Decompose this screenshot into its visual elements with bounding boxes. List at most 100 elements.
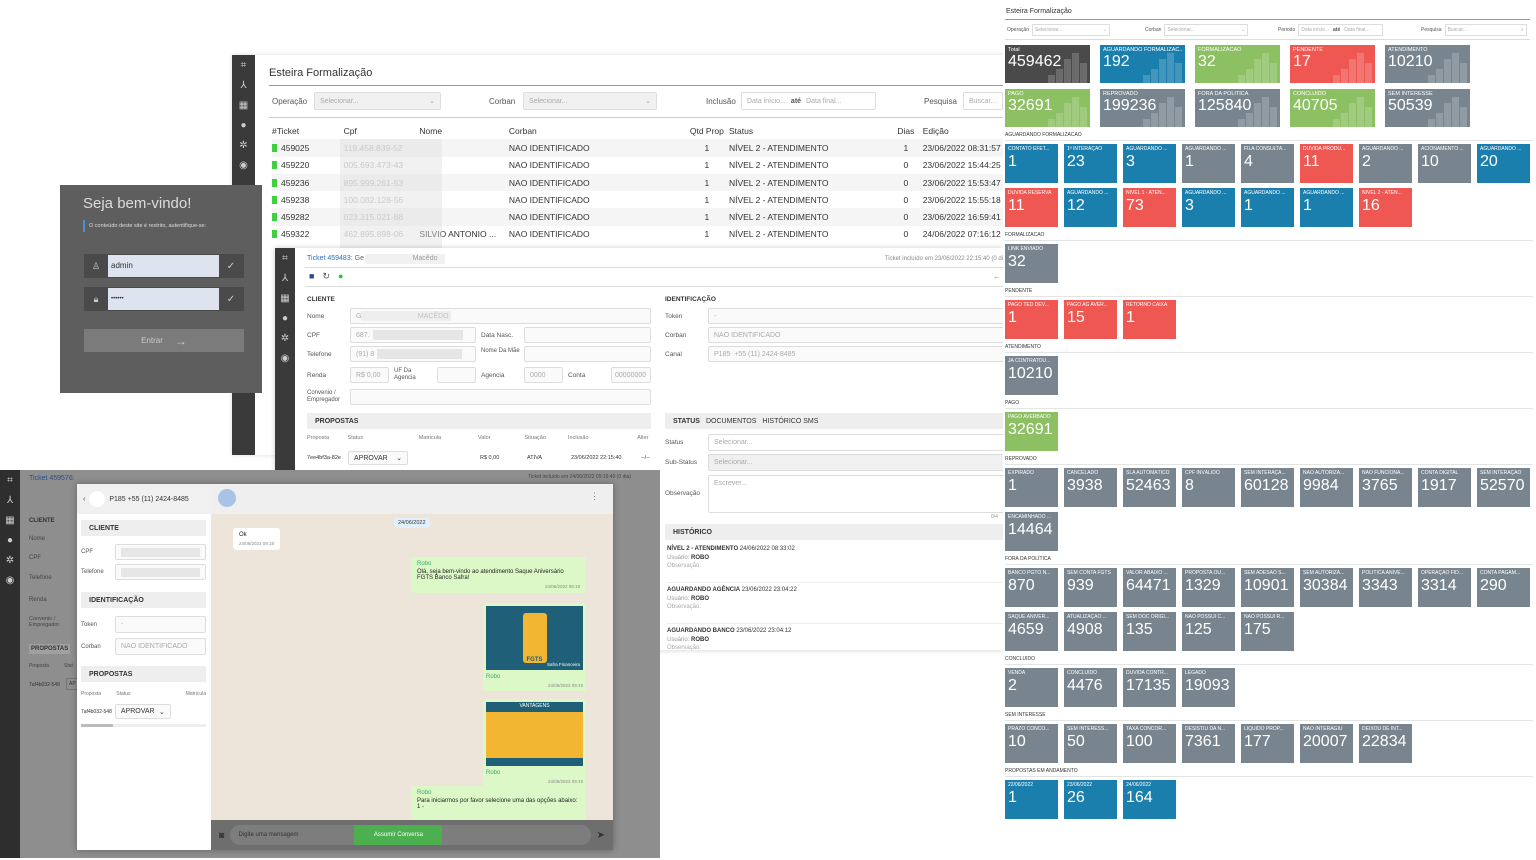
- corban-select[interactable]: Selecionar... ⌄: [1164, 24, 1249, 36]
- status-tile[interactable]: ACIONAMENTO ... 10: [1418, 144, 1471, 183]
- flow-icon[interactable]: ⅄: [281, 273, 289, 284]
- token-input[interactable]: -: [708, 308, 1003, 324]
- corban-input[interactable]: NAO IDENTIFICADO: [708, 327, 1003, 343]
- renda-input[interactable]: R$ 0,00: [350, 367, 389, 383]
- status-tile[interactable]: LEGADO 19093: [1182, 668, 1235, 707]
- status-tile[interactable]: SEM INTERAÇÃO 52570: [1477, 468, 1530, 507]
- refresh-icon[interactable]: ↻: [322, 271, 330, 281]
- summary-tile[interactable]: PAGO 32691: [1005, 89, 1090, 127]
- status-tile[interactable]: JA CONTRATOU... 10210: [1005, 356, 1058, 395]
- send-icon[interactable]: ➤: [596, 829, 605, 841]
- status-tile[interactable]: VALOR ABAIXO ... 64471: [1123, 568, 1176, 607]
- table-row[interactable]: 459025 119.458.839-52 NAO IDENTIFICADO 1 NÍV…: [272, 139, 1007, 157]
- flow-icon[interactable]: ⅄: [240, 80, 247, 91]
- sitemap-icon[interactable]: ⌗: [282, 253, 288, 264]
- convenio-input[interactable]: [350, 389, 651, 405]
- more-options-icon[interactable]: ⋮: [590, 491, 599, 501]
- token-input[interactable]: -: [115, 616, 206, 633]
- sitemap-icon[interactable]: ⌗: [7, 475, 13, 486]
- summary-tile[interactable]: PENDENTE 17: [1290, 45, 1375, 83]
- summary-tile[interactable]: CONCLUIDO 40705: [1290, 89, 1375, 127]
- conta-input[interactable]: 00000000: [611, 367, 651, 383]
- nome-mae-input[interactable]: [524, 346, 651, 362]
- column-header[interactable]: Edição: [922, 125, 949, 136]
- back-arrow-icon[interactable]: ←: [993, 272, 1001, 281]
- status-tile[interactable]: 22/06/2022 1: [1005, 780, 1058, 819]
- status-tile[interactable]: PAGO TED DEV... 1: [1005, 300, 1058, 339]
- gear-icon[interactable]: ✲: [239, 140, 248, 151]
- status-tile[interactable]: NAO FUNCIONA... 3765: [1359, 468, 1412, 507]
- status-tile[interactable]: SLA AUTOMÁTICO 52463: [1123, 468, 1176, 507]
- password-input[interactable]: ••••••: [108, 288, 219, 310]
- operacao-select[interactable]: Selecionar... ⌄: [1031, 24, 1110, 36]
- status-tile[interactable]: SAQUE ANIVER... 4659: [1005, 612, 1058, 651]
- tab-historico-sms[interactable]: HISTÓRICO SMS: [762, 417, 819, 425]
- username-input[interactable]: admin: [108, 255, 219, 277]
- table-row[interactable]: 459238 100.082.128-56 NAO IDENTIFICADO 1 NÍV…: [272, 191, 1007, 208]
- status-tile[interactable]: PAGO AVERBADO 32691: [1005, 412, 1058, 451]
- status-tile[interactable]: DUVIDA RESERVA 11: [1005, 188, 1058, 227]
- table-row[interactable]: 459236 895.999.261-53 NAO IDENTIFICADO 1 NÍV…: [272, 173, 1007, 192]
- status-tile[interactable]: NÃO INTERAGIU 20007: [1300, 724, 1353, 763]
- flow-icon[interactable]: ⅄: [6, 495, 14, 506]
- status-tile[interactable]: SEM ADESÃO S... 10901: [1241, 568, 1294, 607]
- status-tile[interactable]: SEM INTERAÇÃ... 60128: [1241, 468, 1294, 507]
- status-tile[interactable]: PRAZO CONCO... 10: [1005, 724, 1058, 763]
- date-range-input[interactable]: Data início... até Data final...: [741, 92, 876, 110]
- canal-input[interactable]: P185 +55 (11) 2424-8485: [708, 346, 1003, 362]
- status-tile[interactable]: FILA CONSULTA... 4: [1241, 144, 1294, 183]
- whatsapp-icon[interactable]: ●: [337, 271, 344, 281]
- status-tile[interactable]: SEM INTERESS... 50: [1064, 724, 1117, 763]
- status-tile[interactable]: OPERAÇÃO FID... 3314: [1418, 568, 1471, 607]
- status-tile[interactable]: AGUARDANDO ... 12: [1064, 188, 1117, 227]
- proposta-status-select[interactable]: APROVAR ⌄: [114, 704, 171, 719]
- status-tile[interactable]: BANCO PGTO N... 870: [1005, 568, 1058, 607]
- status-tile[interactable]: 1ª INTERAÇÃO 23: [1064, 144, 1117, 183]
- status-tile[interactable]: NÍVEL 2 - ATEN... 16: [1359, 188, 1412, 227]
- column-header[interactable]: Status: [728, 125, 754, 136]
- message-input[interactable]: Digite uma mensagem Assumir Conversa: [230, 825, 591, 845]
- summary-tile[interactable]: REPROVADO 199236: [1100, 89, 1185, 127]
- status-tile[interactable]: PAGO AG AVER... 15: [1064, 300, 1117, 339]
- status-tile[interactable]: AGUARDANDO ... 3: [1182, 188, 1235, 227]
- status-tile[interactable]: 23/06/2022 26: [1064, 780, 1117, 819]
- operacao-select[interactable]: Selecionar... ⌄: [314, 92, 441, 110]
- status-tile[interactable]: ENCAMINHADO ... 14464: [1005, 512, 1058, 551]
- user-icon[interactable]: ◉: [239, 160, 248, 171]
- status-tile[interactable]: AGUARDANDO ... 2: [1359, 144, 1412, 183]
- telefone-input[interactable]: [115, 564, 206, 580]
- corban-select[interactable]: Selecionar... ⌄: [523, 92, 657, 110]
- save-icon[interactable]: ■: [309, 271, 315, 281]
- tab-documentos[interactable]: DOCUMENTOS: [705, 417, 757, 425]
- status-tile[interactable]: CANCELADO 3938: [1064, 468, 1117, 507]
- column-header[interactable]: Cpf: [343, 125, 357, 136]
- status-tile[interactable]: AGUARDANDO ... 1: [1182, 144, 1235, 183]
- status-tile[interactable]: NÃO POSSUI C... 125: [1182, 612, 1235, 651]
- status-tile[interactable]: PROPOSTA OU... 1329: [1182, 568, 1235, 607]
- status-tile[interactable]: POLÍTICA ANIVE... 3343: [1359, 568, 1412, 607]
- table-row[interactable]: 459322 462.895.898-06 SILVIO ANTONIO ... NA…: [272, 226, 1007, 243]
- alert-icon[interactable]: ●: [281, 313, 289, 324]
- status-tile[interactable]: AGUARDANDO ... 20: [1477, 144, 1530, 183]
- nome-input[interactable]: G MACÊDO: [350, 308, 651, 324]
- gear-icon[interactable]: ✲: [280, 333, 290, 344]
- column-header[interactable]: Qtd Prop: [689, 125, 724, 136]
- summary-tile[interactable]: Total 459462: [1005, 45, 1090, 83]
- status-tile[interactable]: SEM AUTORIZA... 30384: [1300, 568, 1353, 607]
- gear-icon[interactable]: ✲: [5, 555, 15, 566]
- substatus-select[interactable]: Selecionar...: [708, 454, 1003, 471]
- table-row[interactable]: 459282 023.315.021-88 NAO IDENTIFICADO 1 NÍV…: [272, 208, 1007, 226]
- agencia-input[interactable]: 0000: [524, 367, 563, 383]
- table-row[interactable]: 459220 005.693.473-43 NAO IDENTIFICADO 1 NÍV…: [272, 157, 1007, 174]
- status-tile[interactable]: RETORNO CAIXA 1: [1123, 300, 1176, 339]
- corban-input[interactable]: NAO IDENTIFICADO: [115, 638, 206, 655]
- dashboard-icon[interactable]: ▦: [238, 100, 249, 111]
- status-tile[interactable]: CONCLUÍDO 4476: [1064, 668, 1117, 707]
- status-tile[interactable]: SEM CONTA FGTS 939: [1064, 568, 1117, 607]
- login-button[interactable]: Entrar →: [84, 329, 244, 352]
- observacao-textarea[interactable]: Escrever...: [708, 475, 1003, 513]
- status-tile[interactable]: DÚVIDA PRODU... 11: [1300, 144, 1353, 183]
- status-tile[interactable]: AGUARDANDO ... 3: [1123, 144, 1176, 183]
- sitemap-icon[interactable]: ⌗: [240, 60, 247, 71]
- status-select[interactable]: Selecionar...: [708, 434, 1003, 451]
